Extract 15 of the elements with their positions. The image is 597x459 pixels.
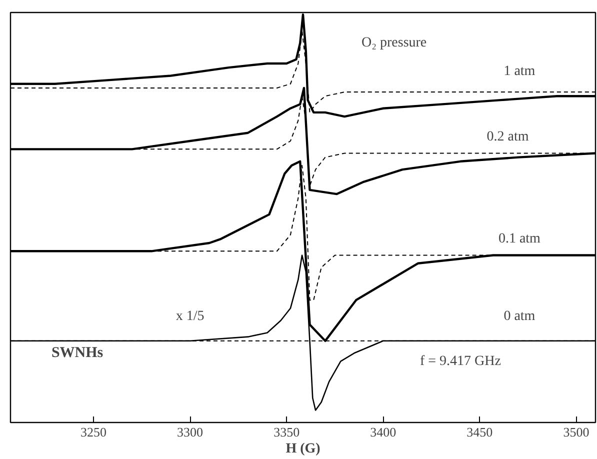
annotation: x 1/5 [176,308,204,324]
annotation: 0.2 atm [486,129,529,144]
annotation: 0 atm [504,308,536,324]
annotation: 1 atm [504,64,536,80]
x-tick-label: 3350 [274,424,300,440]
x-tick-label: 3400 [370,424,396,440]
annotation: f = 9.417 GHz [420,354,501,369]
x-tick-label: 3450 [466,424,493,440]
x-axis-title: H (G) [286,442,321,456]
annotation: 0.1 atm [498,231,541,246]
x-tick-label: 3250 [80,424,107,440]
x-tick-label: 3500 [563,424,590,440]
x-tick-label: 3300 [177,424,204,440]
annotation: O₂ pressure [362,36,427,51]
annotation: SWNHs [51,345,104,362]
